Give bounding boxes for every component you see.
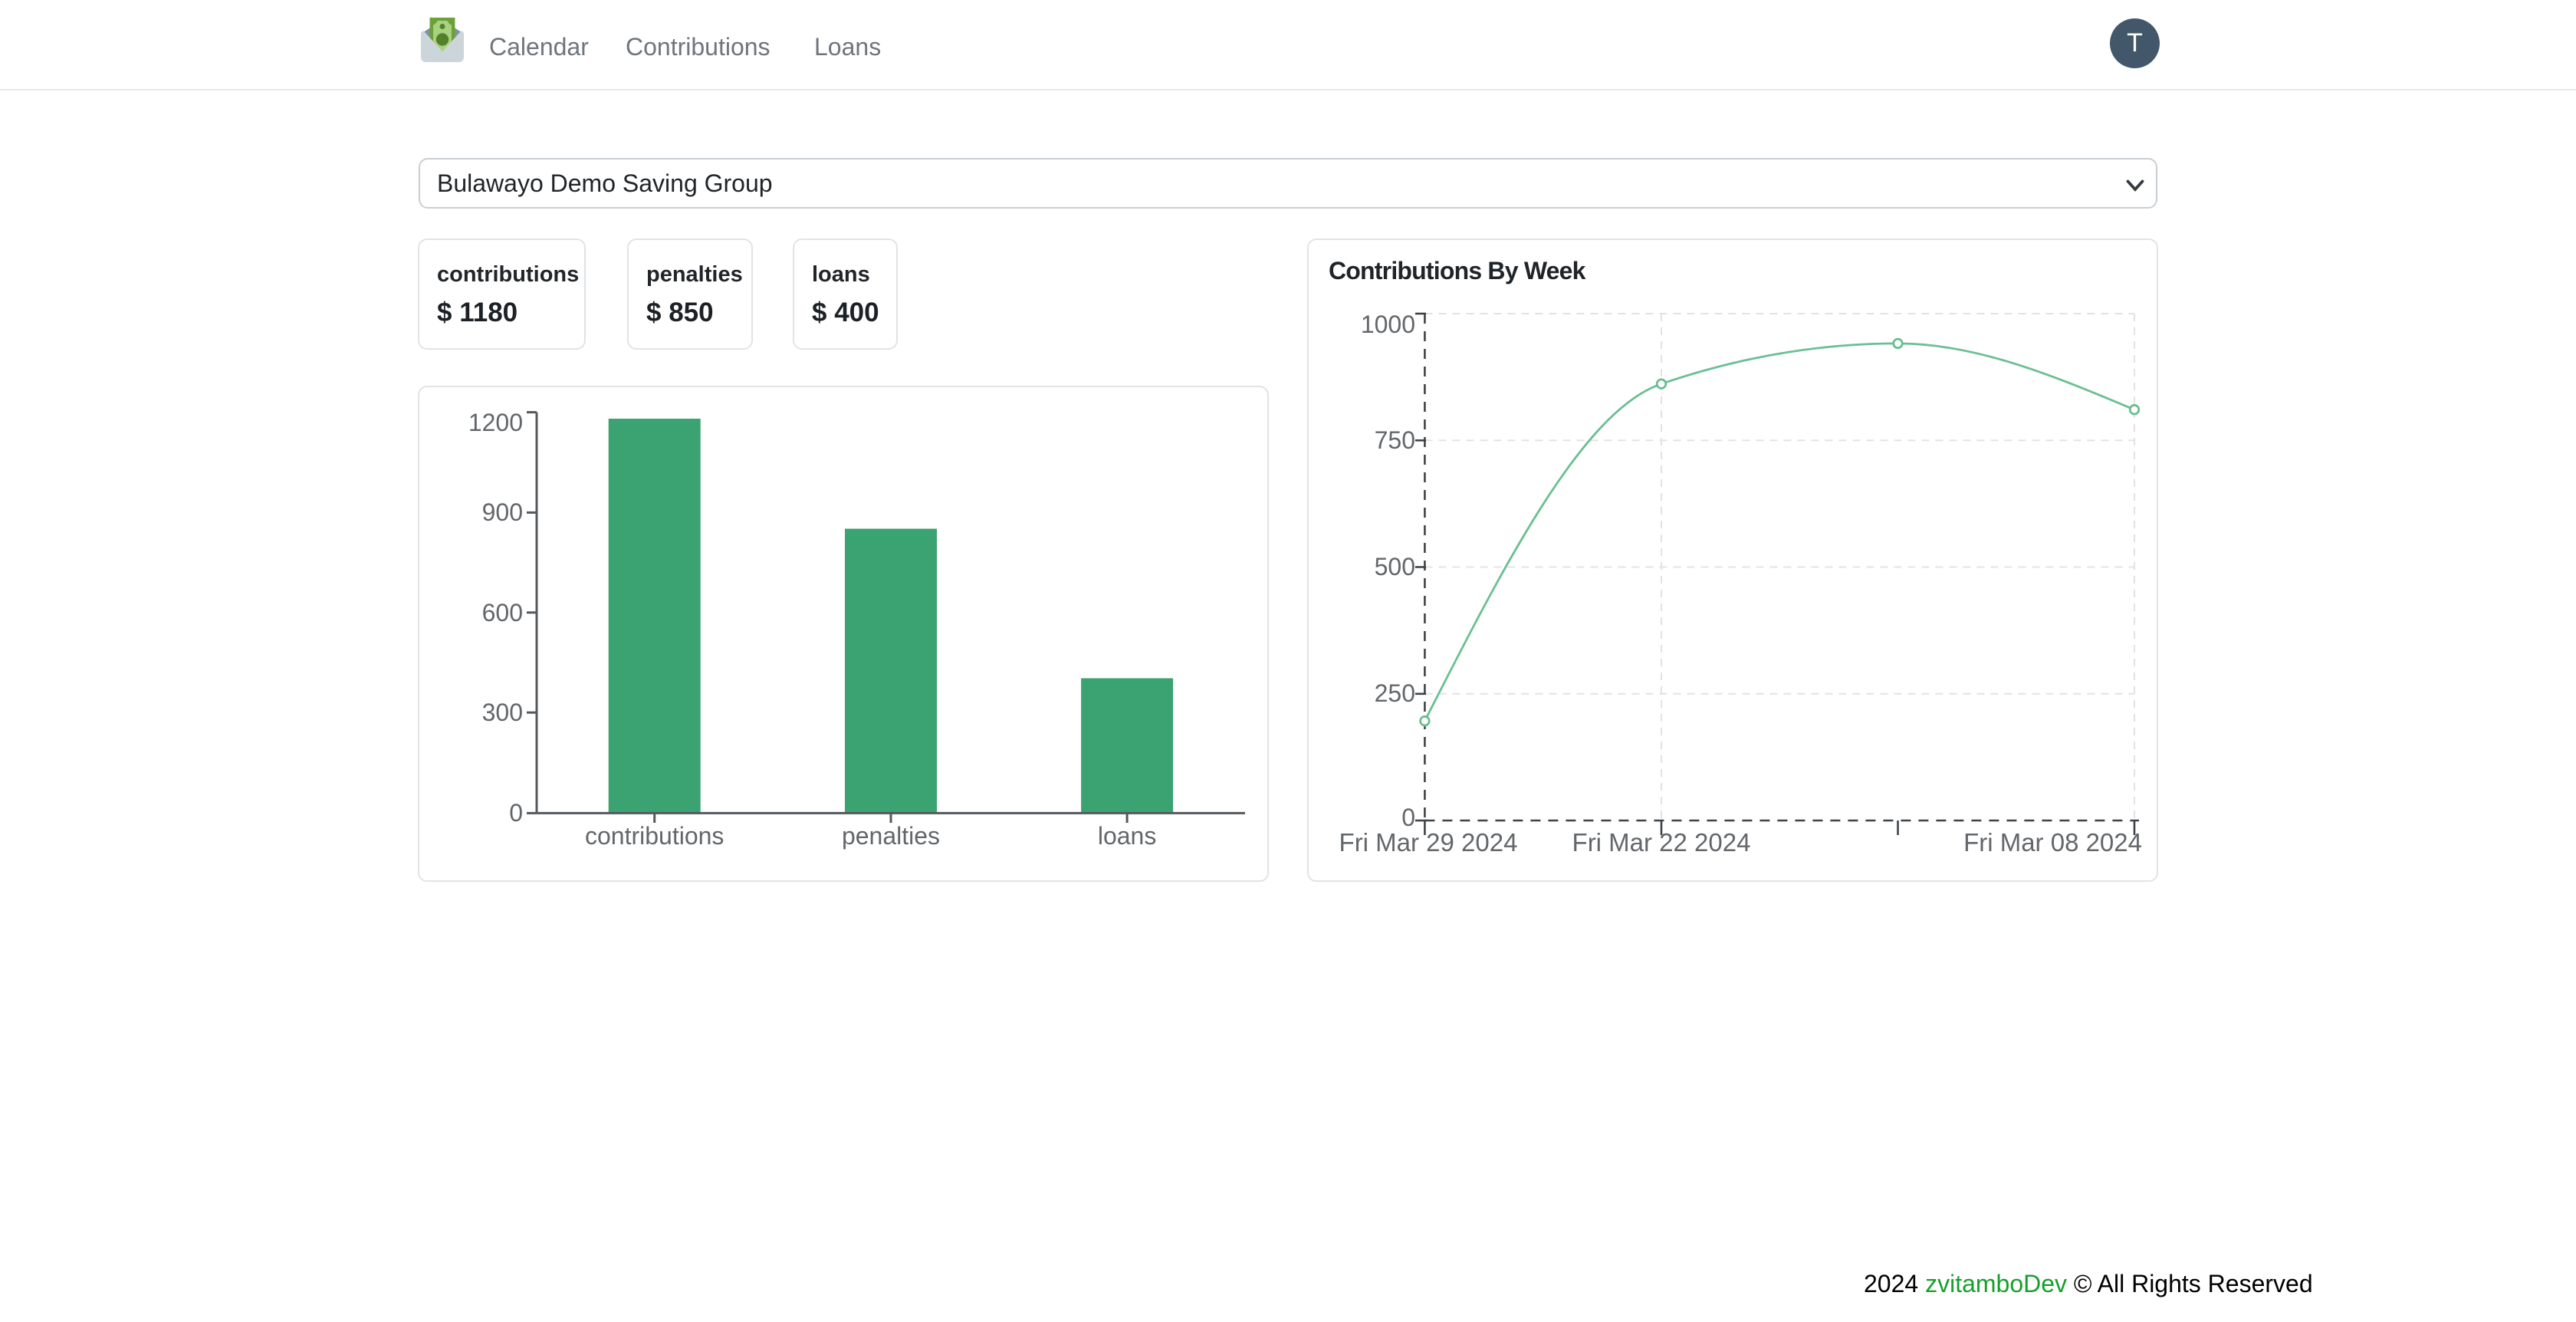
svg-text:loans: loans [1098, 822, 1157, 850]
svg-text:0: 0 [509, 799, 523, 827]
svg-text:900: 900 [482, 498, 523, 526]
svg-text:penalties: penalties [842, 822, 940, 850]
svg-text:300: 300 [482, 699, 523, 726]
svg-text:250: 250 [1375, 679, 1415, 707]
svg-text:Fri Mar 22 2024: Fri Mar 22 2024 [1572, 828, 1751, 857]
svg-text:750: 750 [1375, 426, 1415, 454]
svg-text:600: 600 [482, 599, 523, 626]
svg-text:1000: 1000 [1361, 311, 1415, 338]
svg-text:Fri Mar 29 2024: Fri Mar 29 2024 [1339, 828, 1518, 857]
svg-text:contributions: contributions [585, 822, 724, 850]
svg-text:1200: 1200 [468, 409, 523, 436]
svg-text:Fri Mar 08 2024: Fri Mar 08 2024 [1963, 828, 2142, 857]
svg-text:0: 0 [1401, 804, 1415, 831]
svg-text:500: 500 [1375, 553, 1415, 580]
